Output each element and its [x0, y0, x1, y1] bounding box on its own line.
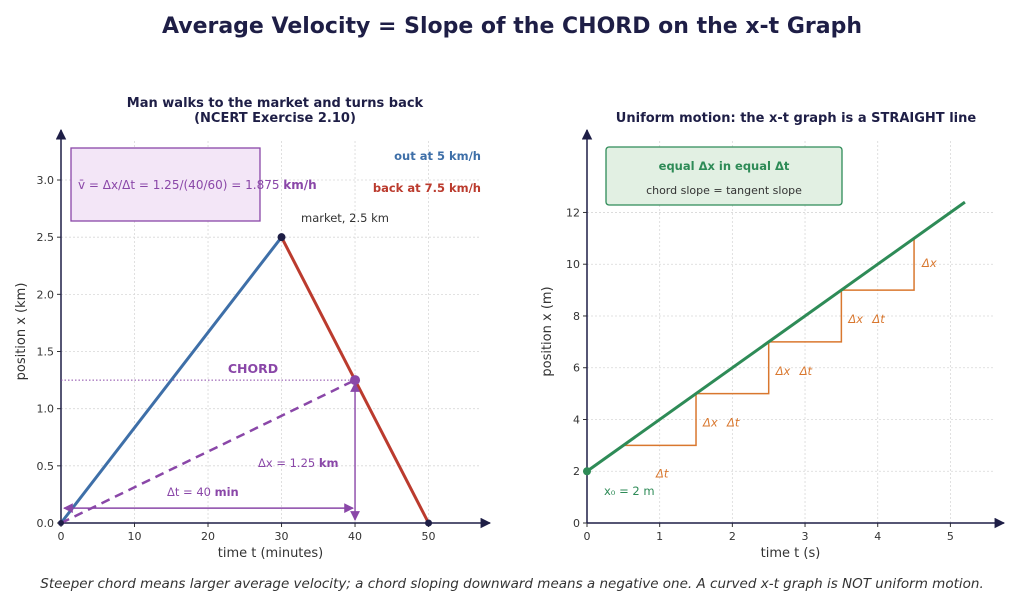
start-point [58, 520, 64, 526]
average-velocity-formula: v̄ = Δx/Δt = 1.25/(40/60) = 1.875 km/h [78, 178, 317, 192]
right-xtick-label: 4 [874, 530, 881, 543]
left-ytick-label: 1.0 [37, 403, 55, 416]
right-ytick-label: 8 [573, 310, 580, 323]
right-xtick-label: 0 [584, 530, 591, 543]
left-xtick-label: 0 [58, 530, 65, 543]
left-xtick-label: 30 [275, 530, 289, 543]
chord-line [60, 378, 356, 525]
right-ytick-label: 12 [566, 206, 580, 219]
left-chart: 0 10 20 30 40 50 0.0 0.5 1.0 1.5 2.0 2.5 3.0 time t (… [14, 96, 492, 561]
right-xtick-label: 2 [729, 530, 736, 543]
right-x-axis-label: time t (s) [761, 546, 821, 561]
right-ytick-label: 10 [566, 258, 580, 271]
left-xtick-label: 50 [422, 530, 436, 543]
info-box-line1: equal Δx in equal Δt [659, 159, 790, 173]
delta-x-label: Δx = 1.25 km [258, 456, 339, 470]
step-dt-label: Δt [871, 312, 885, 326]
left-ytick-label: 0.5 [37, 460, 55, 473]
end-point [425, 519, 433, 527]
uniform-motion-line [586, 200, 966, 473]
chord-end-point [350, 375, 361, 386]
step-dx-label: Δx [702, 416, 718, 430]
info-box-line2: chord slope = tangent slope [646, 184, 802, 197]
left-xtick-label: 10 [128, 530, 142, 543]
step-dx-label: Δx [775, 364, 791, 378]
step-triangle [696, 341, 770, 395]
legend-out: out at 5 km/h [394, 149, 481, 163]
right-ytick-label: 0 [573, 517, 580, 530]
formula-unit: km/h [283, 178, 316, 192]
step-triangle [841, 238, 915, 291]
step-dt-label: Δt [799, 364, 813, 378]
left-ytick-label: 0.0 [37, 517, 55, 530]
step-triangle [623, 393, 697, 447]
left-xtick-label: 20 [201, 530, 215, 543]
left-chart-subtitle: (NCERT Exercise 2.10) [194, 111, 356, 126]
left-ytick-label: 1.5 [37, 346, 55, 359]
delta-t-label: Δt = 40 min [167, 485, 239, 499]
outward-trip-line [59, 236, 283, 524]
left-x-axis-label: time t (minutes) [218, 546, 324, 561]
chord-label: CHORD [228, 361, 278, 376]
left-ytick-label: 2.5 [37, 231, 55, 244]
right-xtick-label: 1 [656, 530, 663, 543]
step-dt-label: Δt [726, 416, 740, 430]
info-box [605, 146, 843, 206]
right-xtick-label: 5 [947, 530, 954, 543]
left-y-axis-label: position x (km) [14, 283, 29, 381]
market-point [277, 233, 286, 242]
right-ytick-label: 2 [573, 465, 580, 478]
left-ytick-label: 3.0 [37, 174, 55, 187]
right-chart-title: Uniform motion: the x-t graph is a STRAI… [616, 111, 977, 126]
initial-position-label: x₀ = 2 m [604, 484, 655, 498]
right-ytick-label: 6 [573, 362, 580, 375]
market-label: market, 2.5 km [301, 211, 389, 225]
step-dt-label: Δt [655, 466, 669, 480]
right-xtick-label: 3 [802, 530, 809, 543]
step-triangle [768, 290, 843, 343]
delta-x-unit: km [319, 456, 339, 470]
delta-t-unit: min [215, 485, 239, 499]
step-dx-label: Δx [921, 256, 937, 270]
left-chart-title: Man walks to the market and turns back [127, 96, 424, 111]
left-xtick-label: 40 [348, 530, 362, 543]
right-y-axis-label: position x (m) [540, 286, 555, 376]
main-title: Average Velocity = Slope of the CHORD on… [161, 14, 863, 39]
legend-back: back at 7.5 km/h [373, 181, 481, 195]
left-ytick-label: 2.0 [37, 288, 55, 301]
right-ytick-label: 4 [573, 413, 580, 426]
formula-box [70, 147, 261, 222]
initial-position-point [583, 467, 591, 476]
figure-caption: Steeper chord means larger average veloc… [40, 576, 984, 592]
step-dx-label: Δx [847, 312, 863, 326]
